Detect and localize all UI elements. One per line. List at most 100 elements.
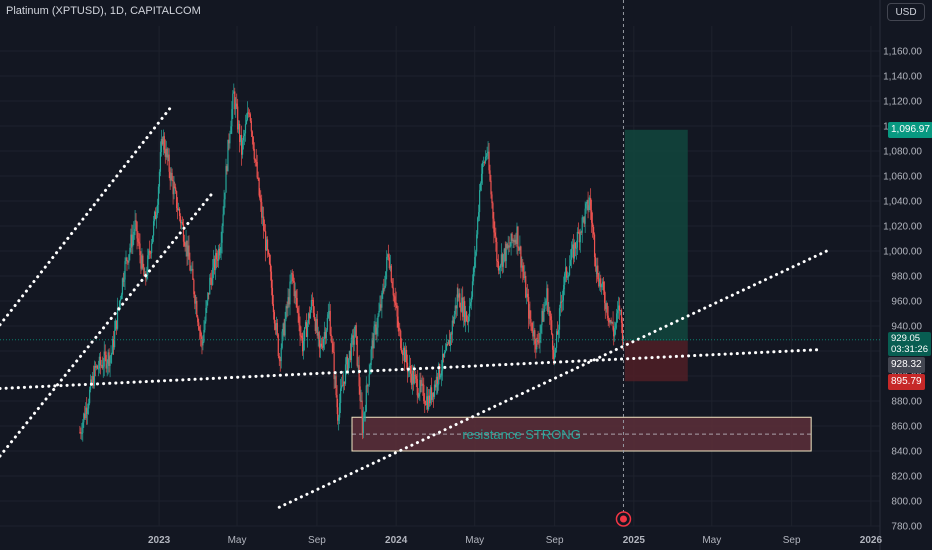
candle-down [410,373,413,385]
candle-down [527,293,529,298]
candle-up [160,138,162,153]
candle-up [241,140,244,155]
candle-down [424,400,426,404]
candle-up [173,186,175,195]
candle-down [427,396,429,410]
candle-up [220,242,222,253]
candle-up [616,313,618,324]
candle-up [230,126,232,134]
candle-down [286,306,288,309]
x-tick-label: Sep [546,535,564,546]
candle-down [105,355,107,369]
candle-up [505,243,507,262]
candle-up [191,268,193,270]
candle-down [186,240,188,257]
candle-up [209,277,211,295]
candle-down [359,386,361,401]
candle-down [506,243,508,249]
y-axis[interactable]: 1,160.001,140.001,120.001,100.001,080.00… [883,47,922,533]
candle-down [283,323,285,336]
candle-up [95,365,98,368]
y-tick-label: 860.00 [891,422,922,433]
candle-down [606,303,608,316]
candle-down [320,343,323,347]
candle-up [387,254,389,257]
candle-up [88,403,90,409]
candle-up [207,292,209,302]
candle-up [413,374,415,384]
candle-down [311,300,313,302]
candle-up [112,338,114,355]
candle-down [560,301,563,303]
candle-up [474,257,476,268]
candle-down [179,216,182,224]
currency-button[interactable]: USD [887,3,925,21]
candle-up [141,255,143,269]
candle-down [358,365,360,387]
candle-up [381,292,383,308]
candle-up [389,265,391,269]
candle-down [176,191,178,209]
candle-up [479,190,481,213]
candle-up [152,235,154,244]
candle-down [553,349,555,359]
candle-up [582,217,584,219]
candle-up [306,323,309,337]
candle-down [355,325,357,337]
candle-up [128,254,130,263]
candle-up [609,320,611,323]
candle-down [214,258,216,271]
candle-down [137,238,139,242]
candle-down [551,320,553,335]
candle-down [201,339,203,346]
candle-up [334,376,336,380]
candle-up [568,265,571,276]
candle-down [388,257,390,269]
y-tick-label: 800.00 [891,497,922,508]
candle-up [357,365,359,367]
candle-up [370,349,372,366]
candle-down [228,139,230,144]
candle-up [219,252,221,256]
x-axis[interactable]: 2023 May Sep 2024 May Sep 2025 May Sep 2026 [148,535,882,546]
candle-down [600,278,602,288]
candle-down [136,221,138,239]
candle-up [152,221,155,236]
candle-up [418,394,420,397]
candle-down [259,195,261,199]
candle-up [546,288,548,301]
candle-up [500,254,502,266]
candle-up [280,347,282,362]
candle-down [99,356,101,365]
x-tick-label: May [702,535,721,546]
candle-up [573,242,576,259]
candle-down [356,336,358,366]
candle-down [390,265,392,282]
overlay-layer [0,0,880,527]
candle-down [504,248,506,262]
candle-up [585,203,587,209]
candle-down [90,379,93,385]
candle-down [618,305,621,311]
candle-down [94,365,97,368]
candle-up [344,364,347,384]
candle-down [574,242,577,249]
y-tick-label: 1,020.00 [883,222,922,233]
candle-up [153,211,156,222]
candle-down [298,313,300,326]
candle-up [342,381,345,386]
candle-down [556,331,559,335]
candle-down [532,331,534,337]
symbol-title[interactable]: Platinum (XPTUSD), 1D, CAPITALCOM [6,5,201,17]
candle-up [347,358,350,371]
candle-up [151,243,153,254]
candle-up [408,366,411,371]
candle-up [486,153,488,156]
candle-up [475,251,477,258]
candle-down [380,304,382,308]
candle-down [181,222,184,225]
x-tick-label: Sep [308,535,326,546]
candle-down [522,265,524,272]
candle-down [496,260,499,262]
